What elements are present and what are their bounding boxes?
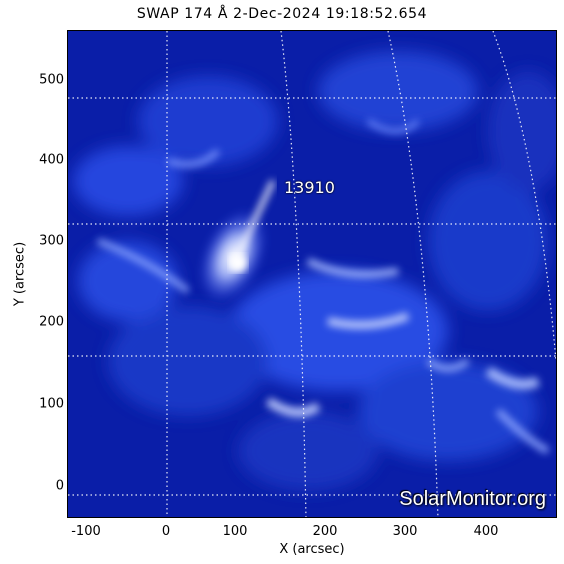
y-tick: 400 [39,152,64,168]
watermark: SolarMonitor.org [399,488,546,510]
x-tick: -100 [71,524,101,539]
x-tick: 0 [161,524,171,539]
y-tick: 200 [39,314,64,330]
x-tick: 300 [392,524,418,539]
x-tick: 100 [222,524,248,539]
y-axis-label: Y (arcsec) [12,241,28,307]
y-tick: 300 [39,233,64,249]
active-region-label: 13910 [284,178,335,197]
euv-image [68,31,556,517]
x-tick: 200 [312,524,338,539]
solar-image [67,30,557,518]
image-title: SWAP 174 Å 2-Dec-2024 19:18:52.654 [136,6,428,22]
y-tick: 0 [55,478,64,494]
y-tick: 500 [39,72,64,88]
x-tick: 400 [473,524,499,539]
y-tick: 100 [39,396,64,412]
x-axis-label: X (arcsec) [279,542,345,557]
